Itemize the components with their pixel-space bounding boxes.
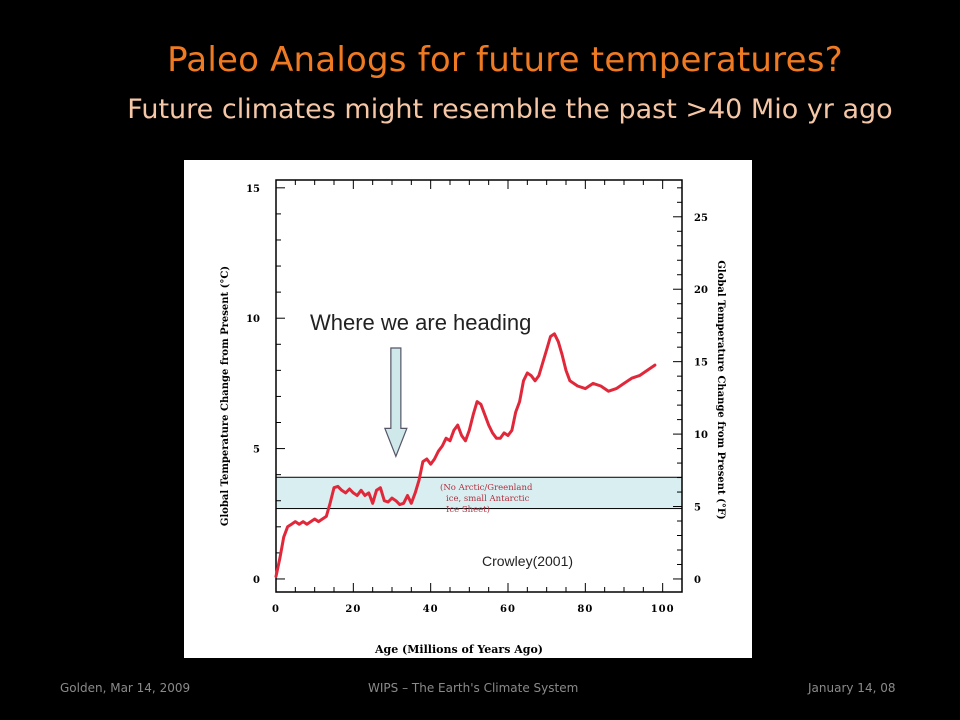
x-tick-label: 0 <box>272 604 280 615</box>
y2-tick-label: 5 <box>694 503 701 514</box>
chart-svg: 0 20 40 60 80 100 0 5 10 15 0 5 10 15 20 25 Age (Million… <box>220 179 726 656</box>
band-note-line: Ice Sheet) <box>446 504 490 515</box>
y-tick-label: 0 <box>253 575 260 586</box>
y2-axis-label: Global Temperature Change from Present (… <box>715 260 726 519</box>
source-citation: Crowley(2001) <box>482 553 573 569</box>
y2-tick-label: 10 <box>694 430 708 441</box>
x-tick-label: 80 <box>577 604 593 615</box>
x-tick-label: 100 <box>651 604 675 615</box>
annotation-where-heading: Where we are heading <box>310 310 531 335</box>
band-note-line: (No Arctic/Greenland <box>440 482 533 493</box>
y-tick-label: 10 <box>246 314 260 325</box>
footer-date: Golden, Mar 14, 2009 <box>60 681 191 695</box>
y2-tick-label: 25 <box>694 213 708 224</box>
band-note-line: ice, small Antarctic <box>446 494 530 504</box>
footer-course-title: WIPS – The Earth's Climate System <box>368 681 579 695</box>
plot-frame <box>275 179 683 593</box>
x-axis-label: Age (Millions of Years Ago) <box>374 643 543 656</box>
y-tick-label: 15 <box>246 184 260 195</box>
y2-tick-label: 15 <box>694 358 708 369</box>
y-tick-label: 5 <box>253 445 260 456</box>
slide-title: Paleo Analogs for future temperatures? <box>167 40 843 80</box>
chart-figure: 0 20 40 60 80 100 0 5 10 15 0 5 10 15 20 25 Age (Million… <box>184 160 752 658</box>
y2-tick-label: 0 <box>694 575 701 586</box>
x-tick-label: 20 <box>345 604 361 615</box>
temperature-series-line <box>274 332 657 578</box>
slide-subtitle: Future climates might resemble the past … <box>127 94 893 125</box>
y2-tick-label: 20 <box>694 285 708 296</box>
x-tick-label: 60 <box>500 604 516 615</box>
footer-slide-date: January 14, 08 <box>808 681 896 695</box>
x-tick-label: 40 <box>423 604 439 615</box>
down-arrow-icon <box>383 347 408 459</box>
y-axis-label: Global Temperature Change from Present (… <box>220 266 231 526</box>
